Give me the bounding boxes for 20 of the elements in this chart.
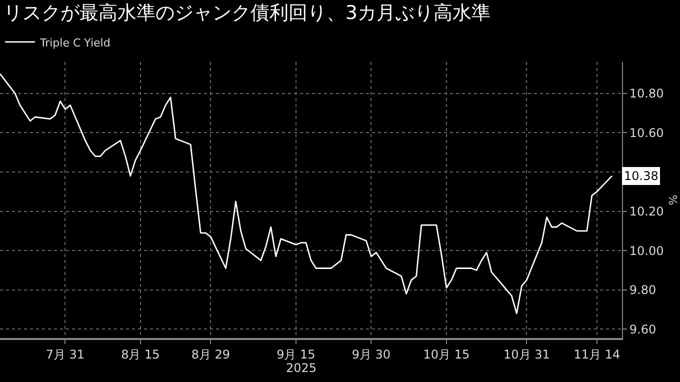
y-tick-label: 10.20 [629,204,664,218]
x-tick-label: 9月 15 [276,347,316,362]
y-tick-label: 10.00 [629,244,664,258]
x-tick-label: 7月 31 [46,347,85,362]
data-label: 10.38 [624,169,658,183]
x-tick-label: 10月 15 [423,347,470,362]
y-axis-title: % [666,194,680,206]
y-tick-label: 10.60 [629,126,664,140]
x-tick-label: 10月 31 [504,347,550,362]
text: 2025 [286,361,317,375]
y-tick-label: 10.80 [629,86,664,101]
x-tick-label: 9月 30 [352,347,391,362]
x-tick-label: 11月 14 [574,347,620,362]
chart-title: リスクが最高水準のジャンク債利回り、3カ月ぶり高水準 [3,2,490,24]
y-tick-label: 9.80 [629,283,656,298]
y-tick-label: 9.60 [629,322,656,336]
x-tick-label: 8月 15 [121,347,160,362]
legend-label: Triple C Yield [39,36,110,50]
line-series [0,73,613,314]
x-tick-label: 8月 29 [191,347,230,362]
